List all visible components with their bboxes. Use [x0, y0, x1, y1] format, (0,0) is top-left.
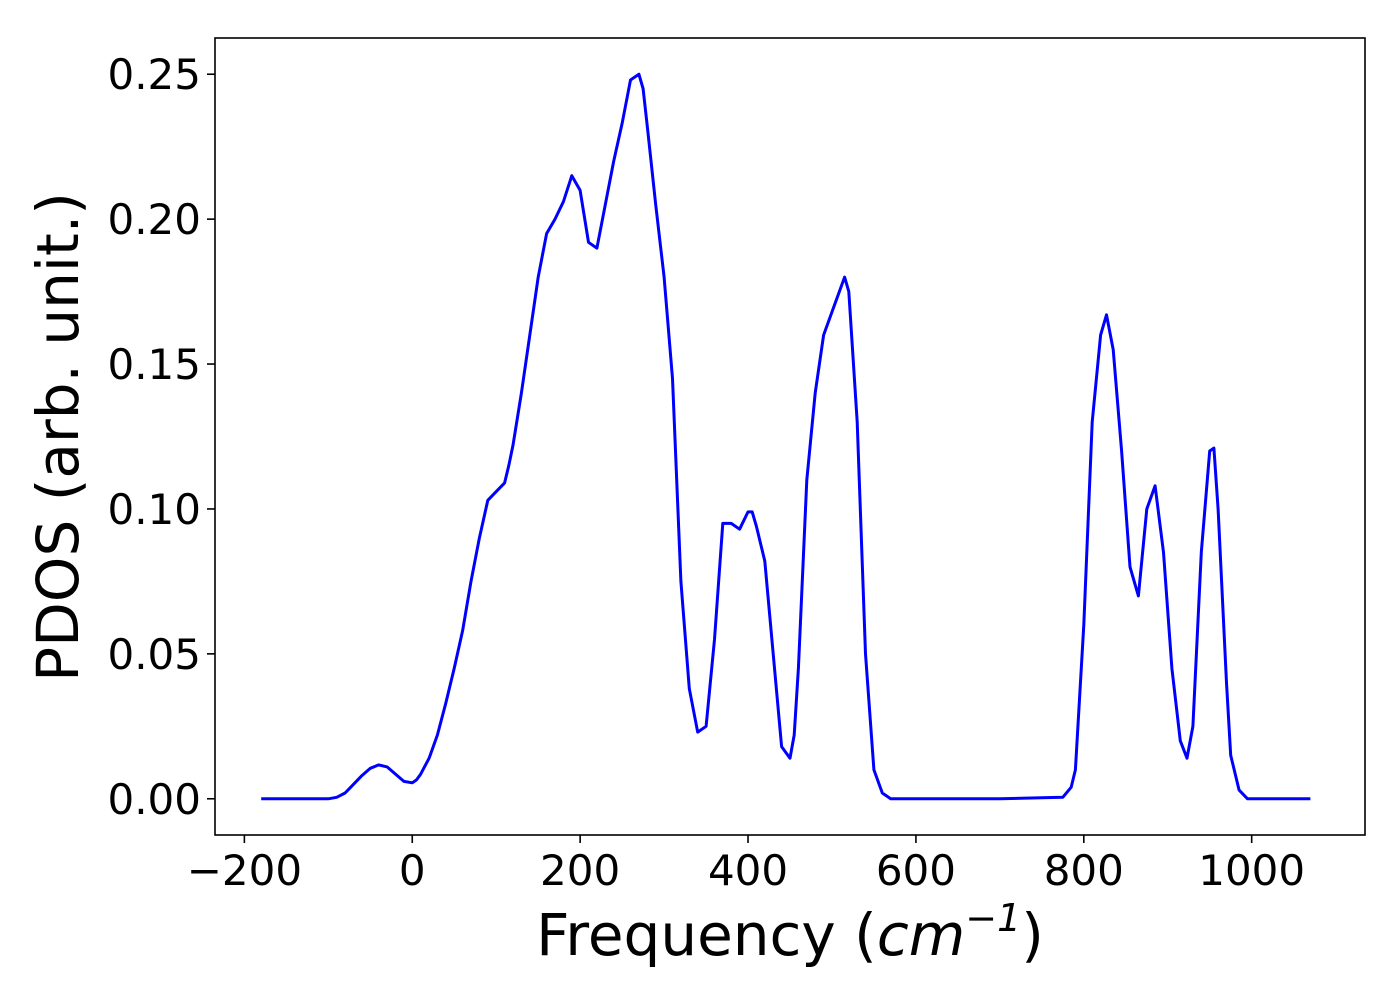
- y-tick-label: 0.00: [107, 775, 201, 824]
- x-tick-label: −200: [187, 846, 302, 895]
- y-axis-title: PDOS (arb. unit.): [24, 192, 92, 682]
- pdos-line: [261, 72, 1311, 801]
- y-tick-label: 0.15: [107, 340, 201, 389]
- x-tick-label: 1000: [1198, 846, 1305, 895]
- y-tick-label: 0.25: [107, 50, 201, 99]
- x-tick-label: 400: [708, 846, 788, 895]
- x-axis-title-exponent: −1: [965, 896, 1021, 940]
- x-tick-label: 600: [876, 846, 956, 895]
- x-tick-label: 800: [1044, 846, 1124, 895]
- x-tick-label: 0: [399, 846, 426, 895]
- x-tick-label: 200: [540, 846, 620, 895]
- y-tick-label: 0.10: [107, 485, 201, 534]
- series-layer: [261, 72, 1311, 801]
- x-axis-title-close: ): [1021, 901, 1044, 969]
- y-tick-label: 0.20: [107, 195, 201, 244]
- x-axis-title-text: Frequency (: [536, 901, 877, 969]
- x-axis-title-math: cm: [877, 901, 965, 969]
- y-axis-ticks: 0.00 0.05 0.10 0.15 0.20 0.25: [107, 50, 215, 824]
- x-axis-ticks: −200 0 200 400 600 800 1000: [187, 835, 1305, 895]
- y-tick-label: 0.05: [107, 630, 201, 679]
- plot-frame: [214, 37, 1366, 836]
- x-axis-title: Frequency (cm−1): [536, 896, 1044, 969]
